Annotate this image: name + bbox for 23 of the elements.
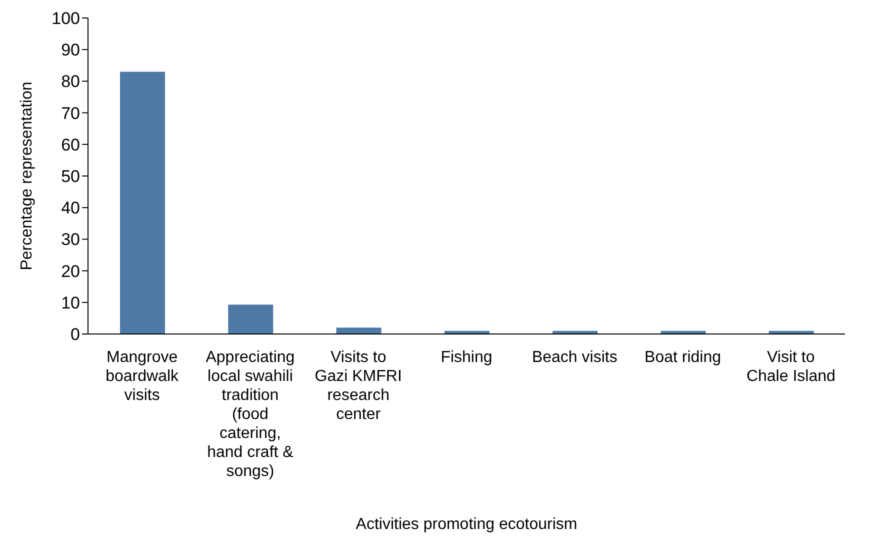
y-tick-label: 70 <box>61 104 80 123</box>
y-tick-label: 80 <box>61 72 80 92</box>
y-tick-label: 100 <box>52 9 80 28</box>
x-tick-label: Visit to Chale Island <box>746 349 836 385</box>
y-tick-label: 20 <box>61 262 80 281</box>
y-axis-title: Percentage representation <box>18 82 36 270</box>
x-tick-label: Appreciating local swahili tradition (food catering, hand craft & songs) <box>206 349 295 480</box>
x-tick-label: Mangrove boardwalk visits <box>106 349 180 404</box>
x-tick-label: Beach visits <box>532 349 618 366</box>
x-tick-label: Fishing <box>440 349 492 366</box>
x-axis-title: Activities promoting ecotourism <box>356 516 578 533</box>
y-tick-label: 30 <box>61 230 80 250</box>
y-tick-label: 40 <box>61 198 80 218</box>
bar <box>120 72 165 334</box>
x-tick-label: Boat riding <box>644 349 722 366</box>
bar <box>336 328 382 334</box>
x-tick-label: Visits to Gazi KMFRI research center <box>314 349 402 423</box>
bar <box>228 304 274 334</box>
y-tick-label: 90 <box>61 40 80 60</box>
y-tick-label: 60 <box>61 135 80 154</box>
y-tick-label: 50 <box>61 167 80 186</box>
y-tick-label: 10 <box>61 293 80 312</box>
y-tick-label: 0 <box>70 325 80 344</box>
